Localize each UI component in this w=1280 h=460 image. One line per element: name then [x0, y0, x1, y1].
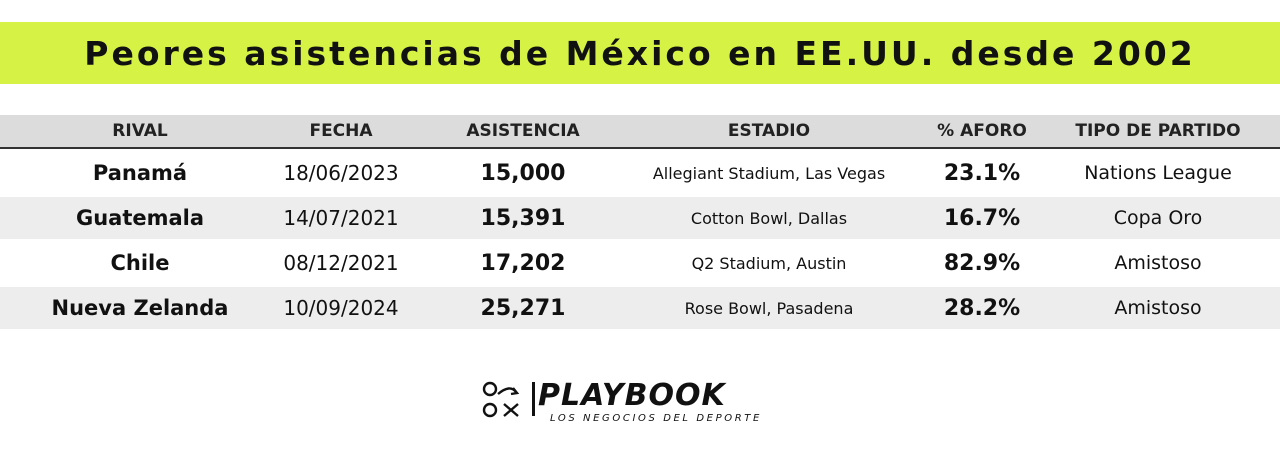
- cell-aforo: 82.9%: [943, 250, 1021, 276]
- header-rival: RIVAL: [112, 121, 168, 141]
- cell-asistencia: 15,391: [480, 205, 566, 231]
- table-row: Chile 08/12/2021 17,202 Q2 Stadium, Aust…: [0, 239, 1280, 287]
- cell-tipo: Copa Oro: [1113, 207, 1203, 229]
- logo-divider: [532, 382, 535, 416]
- page-title: Peores asistencias de México en EE.UU. d…: [84, 33, 1196, 73]
- cell-fecha: 14/07/2021: [283, 206, 399, 230]
- cell-rival: Guatemala: [75, 206, 205, 230]
- playbook-play-diagram-icon: [482, 381, 520, 418]
- header-fecha: FECHA: [309, 121, 373, 141]
- cell-tipo: Amistoso: [1114, 297, 1202, 319]
- cell-tipo: Amistoso: [1114, 252, 1202, 274]
- cell-fecha: 08/12/2021: [283, 251, 399, 275]
- table-row: Guatemala 14/07/2021 15,391 Cotton Bowl,…: [0, 197, 1280, 239]
- cell-rival: Chile: [110, 251, 170, 275]
- cell-fecha: 10/09/2024: [283, 296, 399, 320]
- cell-fecha: 18/06/2023: [283, 161, 399, 185]
- header-estadio: ESTADIO: [727, 121, 811, 141]
- cell-rival: Nueva Zelanda: [51, 296, 229, 320]
- playbook-logo: PLAYBOOK LOS NEGOCIOS DEL DEPORTE: [480, 378, 800, 428]
- cell-rival: Panamá: [92, 161, 188, 185]
- table-header-row: RIVAL FECHA ASISTENCIA ESTADIO % AFORO T…: [0, 115, 1280, 149]
- cell-asistencia: 15,000: [480, 160, 566, 186]
- header-asistencia: ASISTENCIA: [466, 121, 580, 141]
- cell-estadio: Rose Bowl, Pasadena: [684, 298, 854, 318]
- table-row: Nueva Zelanda 10/09/2024 25,271 Rose Bow…: [0, 287, 1280, 329]
- logo-tagline: LOS NEGOCIOS DEL DEPORTE: [550, 413, 762, 424]
- cell-aforo: 23.1%: [943, 160, 1021, 186]
- cell-estadio: Cotton Bowl, Dallas: [690, 208, 848, 228]
- cell-estadio: Q2 Stadium, Austin: [691, 253, 847, 273]
- cell-asistencia: 25,271: [480, 295, 566, 321]
- table-row: Panamá 18/06/2023 15,000 Allegiant Stadi…: [0, 149, 1280, 197]
- logo-name: PLAYBOOK: [538, 378, 726, 413]
- header-aforo: % AFORO: [937, 121, 1027, 141]
- cell-aforo: 16.7%: [943, 205, 1021, 231]
- cell-estadio: Allegiant Stadium, Las Vegas: [652, 163, 886, 183]
- attendance-table: RIVAL FECHA ASISTENCIA ESTADIO % AFORO T…: [0, 115, 1280, 329]
- cell-asistencia: 17,202: [480, 250, 566, 276]
- header-tipo: TIPO DE PARTIDO: [1075, 121, 1241, 141]
- cell-tipo: Nations League: [1084, 162, 1232, 184]
- title-banner: Peores asistencias de México en EE.UU. d…: [0, 22, 1280, 84]
- cell-aforo: 28.2%: [943, 295, 1021, 321]
